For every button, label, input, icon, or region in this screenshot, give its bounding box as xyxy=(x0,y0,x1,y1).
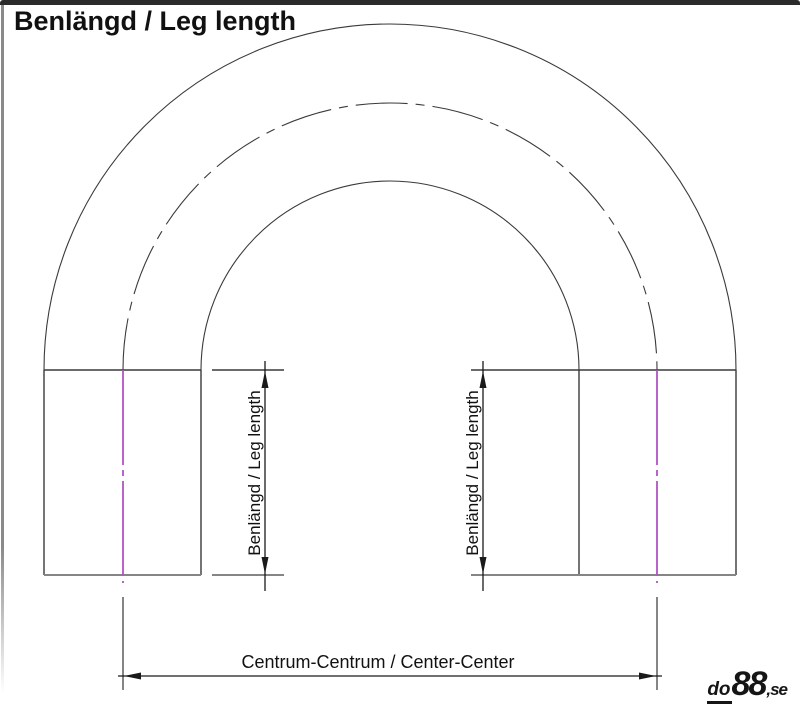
page-title: Benlängd / Leg length xyxy=(14,6,296,36)
right-leg-length-label: Benlängd / Leg length xyxy=(463,390,482,555)
left-leg-length-label: Benlängd / Leg length xyxy=(245,390,264,555)
arrowhead-right-icon xyxy=(639,672,656,680)
sheet-frame-left-border xyxy=(1,5,4,700)
do88-logo: do88,se xyxy=(707,665,788,704)
logo-suffix: ,se xyxy=(766,680,788,699)
center-arc-dash-dot xyxy=(122,102,658,371)
outer-wall-arc xyxy=(43,23,737,371)
inner-wall-arc xyxy=(200,180,580,371)
arrowhead-up-icon xyxy=(261,371,269,388)
center-center-label: Centrum-Centrum / Center-Center xyxy=(241,652,514,672)
arrowhead-down-icon xyxy=(261,557,269,574)
arrowhead-down-icon xyxy=(479,557,487,574)
arrowhead-left-icon xyxy=(124,672,141,680)
arrowhead-up-icon xyxy=(479,371,487,388)
sheet-frame-top-border xyxy=(0,0,800,5)
logo-prefix: do xyxy=(707,679,732,704)
logo-number: 88 xyxy=(731,665,768,703)
